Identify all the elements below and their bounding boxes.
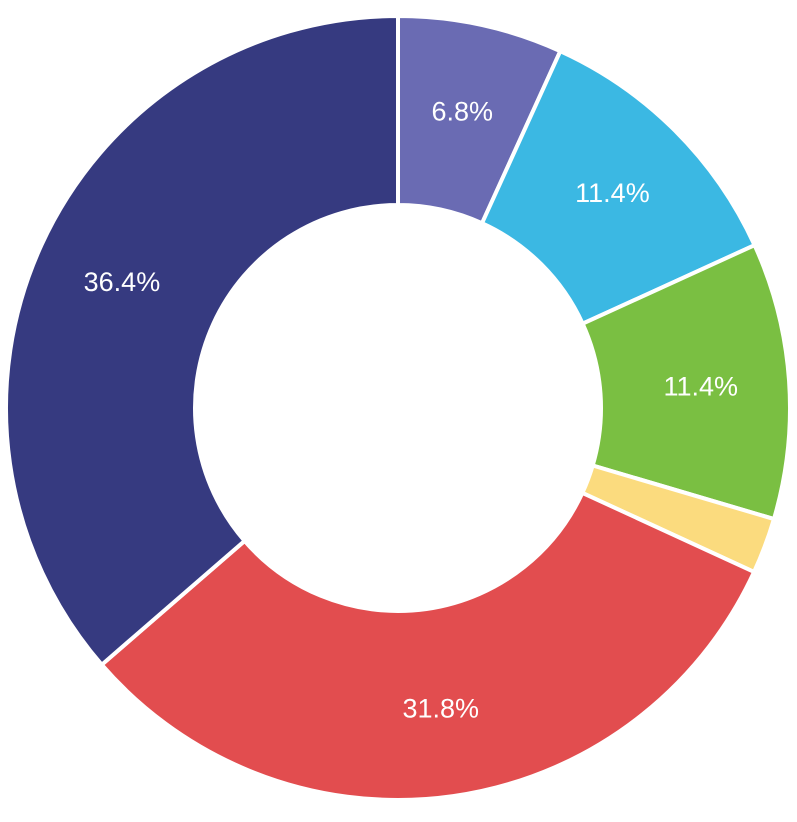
donut-slice-2 — [479, 48, 758, 327]
slice-label-2: 11.4% — [575, 178, 650, 208]
donut-slice-5 — [98, 490, 757, 802]
slice-label-1: 6.8% — [432, 96, 494, 126]
slices-layer — [4, 13, 792, 802]
slice-label-5: 31.8% — [402, 693, 479, 723]
labels-layer: 6.8% 11.4% 11.4% 31.8% 36.4% — [84, 96, 738, 723]
donut-slice-6 — [4, 13, 400, 668]
donut-slice-3 — [580, 242, 792, 522]
slice-label-6: 36.4% — [84, 267, 161, 297]
slice-label-3: 11.4% — [663, 372, 738, 402]
